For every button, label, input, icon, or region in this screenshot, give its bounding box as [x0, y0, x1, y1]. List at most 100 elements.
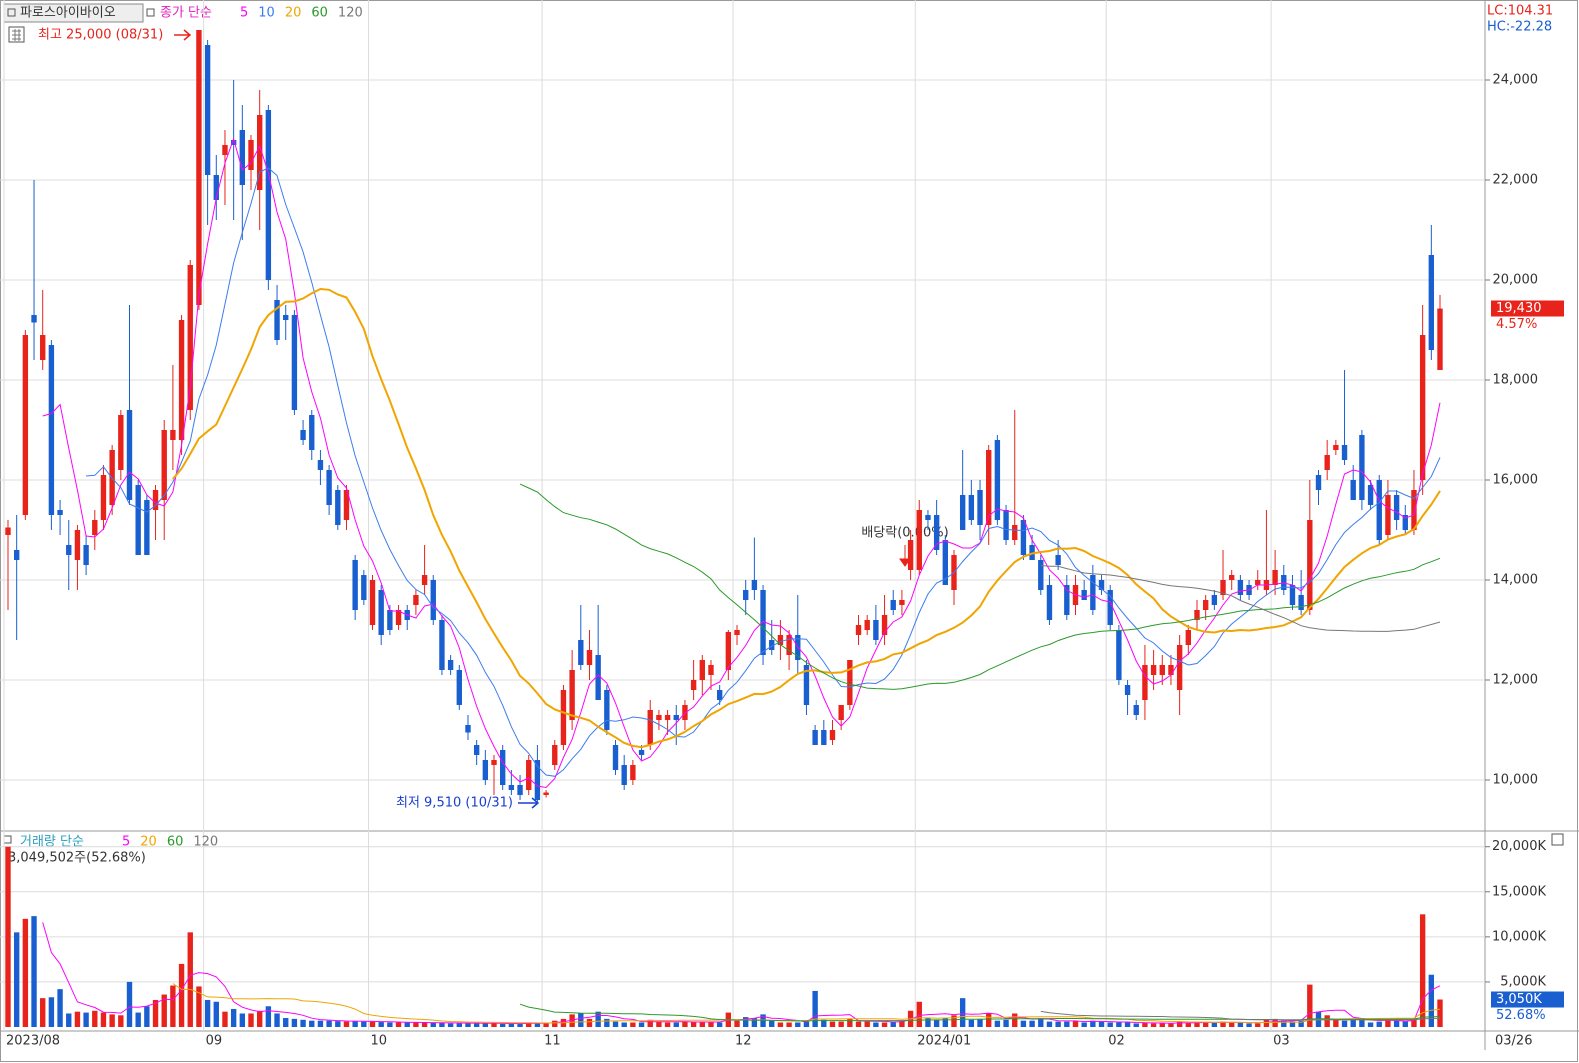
volume-bar [13, 932, 20, 1027]
candle-body [1107, 590, 1113, 625]
candle-body [604, 690, 610, 730]
volume-bar [690, 1021, 697, 1027]
volume-bar [968, 1019, 975, 1027]
candle-body [1428, 255, 1435, 350]
candle-body [1202, 600, 1209, 610]
volume-bar [204, 999, 211, 1027]
candle-body [1090, 575, 1096, 610]
candle-body [1298, 595, 1304, 610]
candle-body [213, 175, 219, 200]
volume-bar [1246, 1023, 1252, 1027]
candle-body [734, 630, 740, 635]
volume-bar [1220, 1021, 1226, 1027]
volume-ma-line [1040, 1010, 1441, 1021]
volume-bar [300, 1019, 306, 1027]
candle-body [335, 490, 341, 525]
candle-body [595, 655, 601, 700]
volume-bar [630, 1022, 636, 1027]
candle-body [916, 510, 922, 570]
volume-bar [1402, 1021, 1408, 1027]
volume-bar [578, 1013, 584, 1027]
price-ma-line [86, 167, 1441, 777]
collapse-button[interactable] [1551, 833, 1564, 846]
volume-bar [40, 998, 46, 1027]
volume-bar [5, 846, 11, 1027]
volume-bar [1428, 974, 1435, 1027]
candle-body [690, 680, 697, 690]
high-annotation: 최고 25,000 (08/31) [38, 28, 163, 43]
volume-bar [126, 981, 133, 1027]
volume-bar [838, 1021, 844, 1027]
candle-body [994, 440, 1001, 520]
volume-bar [916, 1001, 922, 1027]
volume-bar [361, 1021, 367, 1027]
candle-body [317, 460, 324, 470]
candle-body [1289, 585, 1296, 605]
volume-bar [777, 1022, 784, 1027]
volume-bar [1324, 1015, 1330, 1027]
volume-ma-legend: 20 [140, 835, 157, 850]
volume-bar [1411, 1018, 1417, 1027]
volume-bar [152, 999, 159, 1027]
candle-body [1185, 630, 1192, 645]
volume-bar [196, 986, 202, 1027]
volume-bar [829, 1021, 836, 1027]
volume-bar [977, 1018, 983, 1027]
candle-body [74, 530, 81, 560]
candle-body [1081, 590, 1087, 600]
candle-body [716, 690, 723, 700]
candle-body [66, 545, 72, 555]
candle-body [161, 430, 167, 500]
volume-bar [404, 1022, 410, 1027]
candle-body [92, 520, 98, 535]
volume-bar [508, 1023, 515, 1027]
candle-body [534, 760, 541, 800]
volume-bar [812, 990, 818, 1027]
candle-body [899, 600, 905, 605]
candle-body [1350, 480, 1356, 500]
candle-body [187, 265, 193, 410]
candle-body [1367, 485, 1374, 505]
candle-body [873, 620, 879, 640]
volume-bar [256, 1010, 263, 1027]
candle-body [1419, 335, 1426, 480]
volume-bar [543, 1023, 549, 1027]
volume-bar [92, 1010, 98, 1027]
candle-body [1020, 520, 1027, 555]
volume-bar [769, 1020, 775, 1027]
volume-bar [317, 1020, 324, 1027]
candle-body [1116, 630, 1122, 680]
candle-body [482, 760, 489, 780]
candle-body [1003, 510, 1009, 540]
candle-body [1341, 445, 1348, 460]
candle-body [421, 575, 428, 585]
volume-bar [951, 1015, 957, 1027]
volume-bar [248, 1013, 254, 1027]
candle-body [343, 490, 350, 520]
volume-bar [1150, 1023, 1157, 1027]
candle-body [1220, 580, 1226, 595]
candle-body [109, 450, 115, 505]
volume-bar [1116, 1022, 1122, 1027]
volume-bar [161, 994, 167, 1027]
volume-bar [22, 918, 29, 1027]
volume-bar [517, 1023, 523, 1027]
candle-body [1168, 665, 1174, 675]
volume-bar [1081, 1022, 1087, 1027]
volume-bar [1298, 1020, 1304, 1027]
volume-bar [222, 1011, 228, 1027]
x-tick-label: 12 [735, 1034, 752, 1049]
candle-body [491, 760, 497, 765]
volume-bar [395, 1022, 402, 1027]
candle-body [126, 410, 133, 500]
candle-body [673, 715, 679, 720]
candle-body [881, 615, 888, 635]
candle-body [352, 560, 358, 610]
volume-tick-label: 15,000K [1492, 884, 1546, 899]
volume-bar [352, 1021, 358, 1027]
candle-body [821, 730, 827, 745]
y-tick-label: 10,000 [1493, 773, 1539, 788]
volume-bar [1176, 1021, 1183, 1027]
volume-bar [144, 1006, 150, 1027]
